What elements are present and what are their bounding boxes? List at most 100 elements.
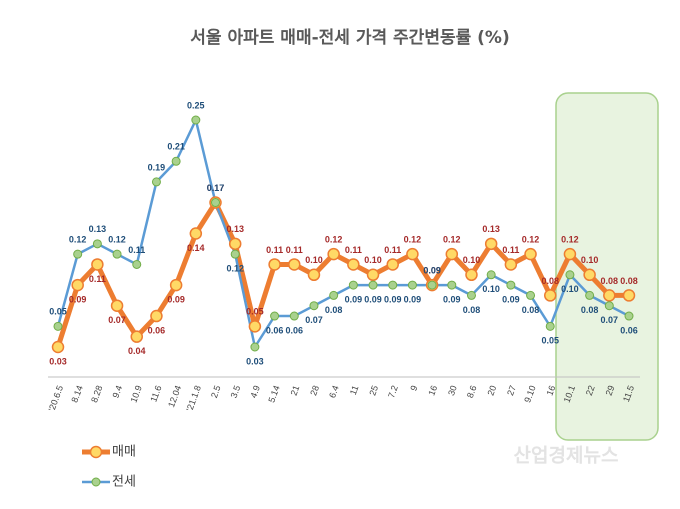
watermark: 산업경제뉴스	[514, 445, 619, 467]
point	[386, 258, 399, 271]
point	[270, 311, 280, 321]
point	[445, 247, 459, 261]
point	[268, 258, 281, 271]
point	[622, 289, 636, 302]
value-label: 0.13	[89, 224, 107, 234]
series-line	[55, 200, 629, 348]
point	[603, 289, 616, 302]
point	[348, 280, 358, 290]
value-label: 0.07	[305, 315, 323, 325]
point	[563, 247, 577, 261]
point	[447, 280, 457, 290]
point	[327, 247, 340, 261]
point	[406, 247, 419, 261]
x-tick-label: 27	[505, 384, 518, 397]
point	[288, 258, 301, 271]
value-label: 0.10	[482, 284, 500, 294]
value-label: 0.06	[620, 325, 638, 335]
value-label: 0.11	[89, 274, 106, 284]
value-label: 0.11	[502, 245, 519, 255]
value-label: 0.12	[325, 235, 343, 245]
value-label: 0.08	[581, 305, 599, 315]
point	[329, 290, 339, 300]
point	[112, 249, 122, 259]
point	[368, 280, 378, 290]
point	[309, 301, 319, 311]
point	[91, 258, 104, 271]
x-tick-label: 8.6	[465, 384, 479, 399]
value-label: 0.11	[384, 245, 401, 255]
legend-label: 매매	[112, 445, 136, 460]
x-tick-label: 7.2	[386, 384, 400, 399]
value-label: 0.13	[482, 224, 500, 234]
point	[250, 342, 260, 352]
point	[465, 268, 478, 282]
point	[526, 290, 536, 300]
value-label: 0.10	[305, 255, 323, 265]
x-tick-label: 11.6	[148, 384, 163, 403]
point	[51, 340, 65, 354]
highlight-box	[555, 92, 659, 441]
point	[366, 268, 380, 282]
x-tick-label: 4.9	[248, 384, 262, 399]
value-label: 0.21	[167, 142, 185, 152]
chart-title: 서울 아파트 매매-전세 가격 주간변동률 (%)	[190, 28, 509, 48]
x-tick-label: '21.1.8	[184, 384, 203, 413]
value-label: 0.12	[226, 264, 244, 274]
point	[169, 278, 183, 292]
value-label: 0.08	[541, 276, 559, 286]
value-label: 0.09	[384, 294, 402, 304]
x-tick-label: 28	[308, 384, 321, 397]
x-tick-label: 8.28	[89, 384, 104, 404]
value-label: 0.10	[581, 255, 599, 265]
value-label: 0.09	[167, 294, 185, 304]
value-label: 0.12	[522, 235, 540, 245]
point	[347, 258, 360, 271]
value-label: 0.19	[148, 162, 166, 172]
x-tick-label: 11	[348, 384, 361, 396]
value-label: 0.09	[502, 294, 520, 304]
x-tick-label: 8.14	[69, 384, 84, 404]
point	[171, 156, 181, 166]
value-label: 0.11	[286, 245, 303, 255]
value-label: 0.07	[601, 315, 619, 325]
value-label: 0.25	[187, 100, 205, 110]
value-label: 0.09	[404, 294, 422, 304]
value-label: 0.14	[187, 243, 205, 253]
point	[307, 268, 321, 282]
point	[73, 249, 83, 259]
value-label: 0.12	[108, 235, 126, 245]
value-label: 0.11	[345, 245, 362, 255]
value-label: 0.09	[345, 294, 363, 304]
x-tick-label: 6.4	[327, 384, 341, 399]
x-tick-label: 16	[545, 384, 558, 397]
point	[585, 290, 595, 300]
point	[151, 177, 161, 187]
value-label: 0.08	[601, 276, 619, 286]
value-label: 0.10	[561, 284, 579, 294]
value-label: 0.03	[246, 356, 264, 366]
point	[130, 330, 144, 343]
value-label: 0.08	[522, 305, 540, 315]
value-label: 0.11	[266, 245, 283, 255]
x-tick-label: 12.04	[166, 384, 183, 409]
point	[132, 259, 142, 269]
x-tick-label: 5.14	[266, 384, 281, 404]
x-tick-label: 2.5	[209, 384, 223, 399]
legend-marker	[89, 445, 103, 459]
point	[624, 311, 634, 321]
point	[388, 280, 398, 290]
value-label: 0.12	[404, 235, 422, 245]
value-label: 0.05	[246, 307, 264, 317]
x-tick-label: 22	[584, 384, 597, 397]
x-tick-label: 29	[604, 384, 617, 397]
point	[150, 309, 163, 323]
value-label: 0.06	[266, 325, 284, 335]
point	[53, 321, 63, 331]
value-label: 0.09	[364, 294, 382, 304]
x-tick-label: 10.9	[128, 384, 143, 404]
point	[191, 115, 201, 125]
value-label: 0.09	[423, 265, 441, 275]
value-label: 0.12	[561, 235, 579, 245]
